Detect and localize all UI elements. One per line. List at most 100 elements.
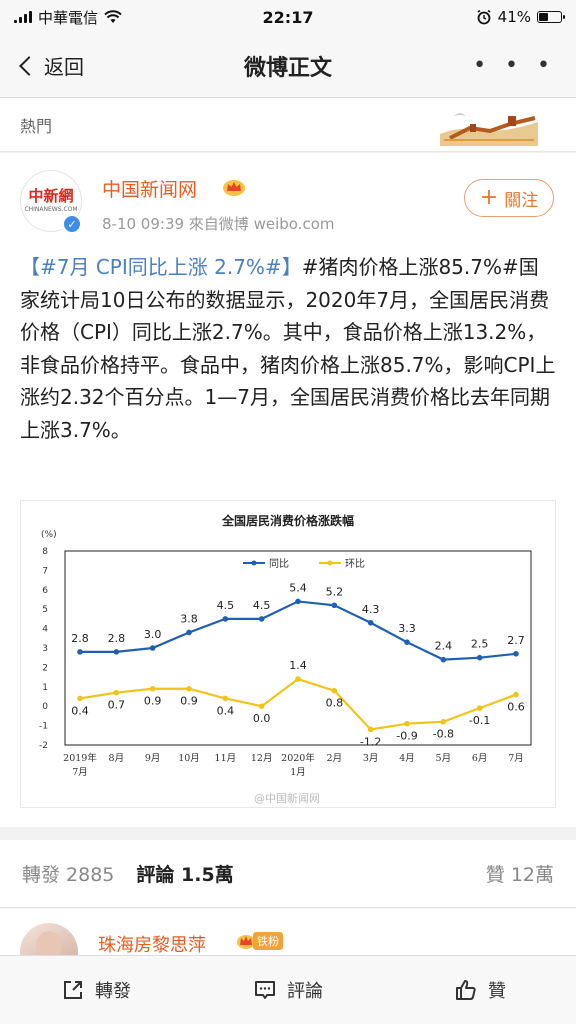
like-count-tab[interactable]: 贊 12萬 (485, 864, 554, 886)
data-label-同比: 2.4 (435, 640, 453, 653)
watermark: @中国新闻网 (254, 792, 320, 805)
x-tick-label: 2019年 (63, 752, 97, 764)
x-tick-label: 9月 (145, 753, 161, 764)
data-point-同比 (77, 649, 83, 655)
status-bar: 中華電信 22:17 41% (0, 0, 576, 34)
x-tick-label: 11月 (215, 753, 237, 764)
comment-icon (255, 981, 275, 999)
repost-label: 轉發 (95, 981, 131, 1002)
data-label-环比: -0.8 (433, 728, 454, 741)
y-tick-label: 0 (42, 702, 48, 712)
chart-image[interactable]: 全国居民消费价格涨跌幅 (%) -2 -1 0 1 2 3 4 5 6 7 8 2019年 7月 8月 9月 10… (20, 500, 556, 808)
x-tick-label: 5月 (436, 753, 452, 764)
share-icon (64, 981, 82, 999)
x-tick-label: 12月 (251, 753, 273, 764)
data-label-同比: 2.5 (471, 638, 489, 651)
y-tick-label: 5 (42, 605, 48, 615)
post-text: 【#7月 CPI同比上涨 2.7%#】#猪肉价格上涨85.7%#国家统计局10日… (20, 251, 556, 446)
commenter-name[interactable]: 珠海房黎思萍 (98, 935, 206, 956)
x-tick-label: 2020年 (281, 752, 315, 764)
weibo-post: 中新網 CHINANEWS.COM ✓ 中国新闻网 8-10 09:39 來自微… (0, 153, 576, 827)
legend-label-环比: 环比 (345, 558, 365, 570)
status-left: 中華電信 (14, 7, 122, 28)
x-tick-label: 7月 (508, 753, 524, 764)
data-point-同比 (404, 639, 410, 645)
great-wall-banner-image (440, 104, 538, 146)
fan-badge: 铁粉 (236, 931, 283, 951)
data-point-同比 (367, 619, 374, 626)
data-point-同比 (513, 651, 519, 657)
nav-bar: 返回 微博正文 • • • (0, 34, 576, 98)
battery-fill (539, 13, 548, 21)
x-tick-label: 4月 (399, 753, 415, 764)
x-tick-label: 10月 (178, 753, 200, 764)
repost-count-tab[interactable]: 轉發 2885 (22, 864, 115, 886)
data-label-同比: 2.8 (71, 632, 89, 645)
data-label-环比: 0.6 (507, 701, 525, 714)
data-point-同比 (295, 598, 301, 605)
wifi-icon (104, 10, 122, 23)
y-tick-label: 4 (42, 625, 48, 635)
data-label-环比: 0.7 (108, 699, 126, 712)
data-label-同比: 3.0 (144, 628, 162, 641)
data-point-同比 (149, 645, 156, 651)
y-tick-label: 8 (42, 547, 48, 557)
author-name[interactable]: 中国新闻网 (102, 179, 198, 201)
data-point-同比 (113, 649, 120, 655)
y-tick-label: 3 (42, 644, 48, 654)
like-button[interactable]: 贊 (384, 977, 576, 1003)
data-label-同比: 3.3 (398, 622, 416, 635)
avatar-logo-text: 中新網 (28, 187, 74, 205)
legend-marker-环比 (327, 560, 333, 566)
y-tick-label: -1 (39, 722, 48, 732)
status-right: 41% (476, 8, 565, 26)
data-point-环比 (476, 705, 483, 711)
y-tick-label: 1 (42, 683, 48, 693)
post-body: #猪肉价格上涨85.7%#国家统计局10日公布的数据显示，2020年7月，全国居… (20, 255, 556, 442)
comment-label: 評論 (287, 981, 323, 1002)
signal-icon (14, 11, 32, 23)
repost-button[interactable]: 轉發 (0, 977, 192, 1003)
data-label-同比: 4.3 (362, 603, 380, 616)
data-label-同比: 4.5 (253, 599, 271, 612)
comment-count-tab[interactable]: 評論 1.5萬 (136, 864, 234, 886)
battery-icon (537, 11, 565, 23)
data-point-环比 (149, 685, 156, 692)
y-tick-label: -2 (39, 741, 48, 751)
back-button[interactable]: 返回 (0, 51, 84, 80)
data-point-同比 (186, 629, 192, 636)
alarm-icon (477, 9, 491, 25)
data-point-环比 (440, 718, 447, 725)
chevron-left-icon (19, 55, 39, 76)
data-point-同比 (331, 602, 338, 609)
post-topic-link[interactable]: 【#7月 CPI同比上涨 2.7%#】 (20, 255, 302, 279)
data-point-环比 (295, 676, 301, 682)
hot-strip[interactable]: 熱門 (0, 98, 576, 152)
x-tick-label: 2月 (327, 753, 343, 764)
x-tick-label: 7月 (72, 767, 88, 778)
data-label-环比: -0.9 (396, 730, 417, 743)
more-options-icon[interactable]: • • • (473, 53, 556, 78)
data-point-环比 (258, 703, 265, 709)
data-label-环比: 0.8 (326, 697, 344, 710)
data-label-环比: 1.4 (289, 659, 307, 672)
data-point-环比 (331, 687, 338, 694)
thumbs-up-icon (456, 980, 476, 1000)
follow-button[interactable]: + 關注 (464, 179, 554, 217)
x-tick-label: 8月 (109, 753, 125, 764)
data-label-同比: 2.8 (108, 632, 126, 645)
data-label-环比: -1.2 (360, 735, 381, 748)
data-label-环比: -0.1 (469, 714, 490, 727)
bottom-toolbar: 轉發 評論 贊 (0, 955, 576, 1024)
data-point-环比 (222, 695, 229, 702)
data-point-同比 (258, 616, 265, 622)
data-point-环比 (77, 695, 83, 702)
data-label-同比: 3.8 (180, 612, 198, 625)
data-point-同比 (476, 654, 483, 661)
data-label-环比: 0.9 (180, 695, 198, 708)
data-point-环比 (404, 720, 410, 727)
stats-bar: 轉發 2885 評論 1.5萬 贊 12萬 (0, 840, 576, 908)
data-point-环比 (186, 685, 192, 692)
comment-button[interactable]: 評論 (192, 977, 384, 1003)
follow-label: 關注 (504, 190, 539, 211)
